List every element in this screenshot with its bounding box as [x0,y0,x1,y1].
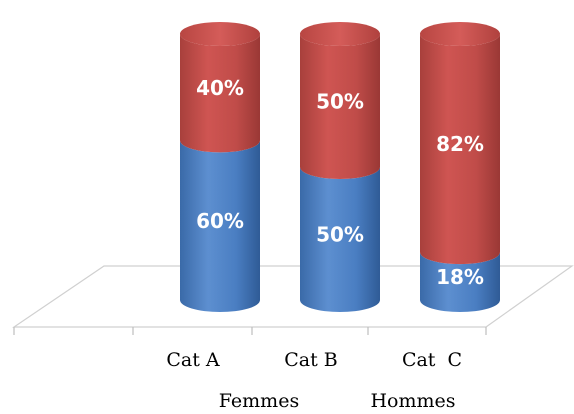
data-label-femmes-2: 50% [316,223,364,247]
data-label-femmes-3: 18% [436,265,484,289]
x-axis-ticks [13,327,487,335]
bar-top-cap-2 [300,22,380,46]
data-label-hommes-1: 40% [196,76,244,100]
data-label-hommes-2: 50% [316,90,364,114]
category-label-cat-a: Cat A [166,349,220,371]
bar-segment-hommes-1 [180,34,260,153]
bar-segment-hommes-3 [420,34,500,265]
bar-segment-hommes-2 [300,34,380,179]
category-label-cat-c: Cat C [402,349,462,371]
category-label-cat-b: Cat B [284,349,338,371]
legend-label-femmes: Femmes [219,390,299,412]
data-label-femmes-1: 60% [196,209,244,233]
bar-top-cap-3 [420,22,500,46]
labels-layer: 60% 40% 50% 50% 18% 82% [196,76,484,289]
bars-layer [180,22,500,312]
data-label-hommes-3: 82% [436,132,484,156]
bar-segment-femmes-1 [180,140,260,312]
bar-top-cap-1 [180,22,260,46]
legend-label-hommes: Hommes [370,390,455,412]
bar-segment-femmes-3 [420,252,500,312]
bar-segment-femmes-2 [300,167,380,312]
